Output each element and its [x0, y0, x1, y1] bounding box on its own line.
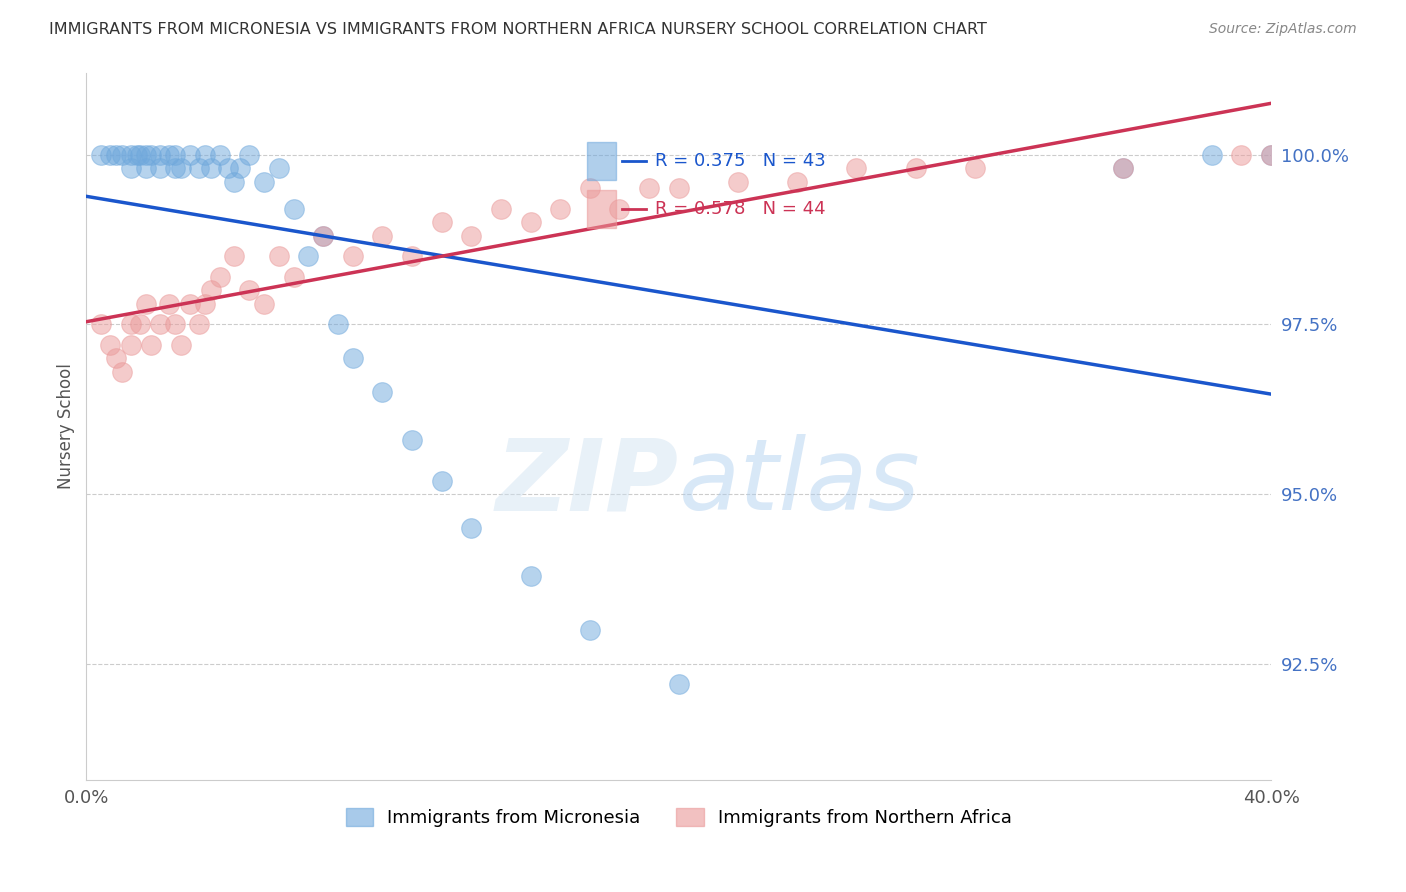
- Point: [98, 338, 121, 352]
- Point: [312, 229, 335, 244]
- Point: [165, 318, 187, 332]
- Y-axis label: Nursery School: Nursery School: [58, 363, 75, 489]
- Point: [1230, 147, 1253, 161]
- Point: [579, 181, 602, 195]
- Point: [165, 161, 187, 175]
- Point: [401, 249, 423, 263]
- Point: [224, 249, 246, 263]
- Point: [845, 161, 868, 175]
- Text: IMMIGRANTS FROM MICRONESIA VS IMMIGRANTS FROM NORTHERN AFRICA NURSERY SCHOOL COR: IMMIGRANTS FROM MICRONESIA VS IMMIGRANTS…: [49, 22, 987, 37]
- Point: [141, 338, 163, 352]
- Point: [120, 147, 142, 161]
- Point: [668, 677, 690, 691]
- Legend: Immigrants from Micronesia, Immigrants from Northern Africa: Immigrants from Micronesia, Immigrants f…: [339, 800, 1019, 834]
- Point: [430, 474, 453, 488]
- Point: [430, 215, 453, 229]
- Point: [125, 147, 148, 161]
- Point: [253, 175, 276, 189]
- Point: [548, 202, 571, 216]
- Point: [224, 175, 246, 189]
- Point: [638, 181, 661, 195]
- Point: [1112, 161, 1135, 175]
- Text: Source: ZipAtlas.com: Source: ZipAtlas.com: [1209, 22, 1357, 37]
- Point: [200, 161, 222, 175]
- Point: [157, 297, 180, 311]
- Point: [187, 161, 209, 175]
- Text: ZIP: ZIP: [496, 434, 679, 532]
- Point: [253, 297, 276, 311]
- Text: atlas: atlas: [679, 434, 921, 532]
- Point: [208, 269, 231, 284]
- Point: [1112, 161, 1135, 175]
- Point: [194, 147, 217, 161]
- Point: [579, 623, 602, 637]
- Point: [963, 161, 986, 175]
- Point: [104, 351, 127, 366]
- Point: [120, 161, 142, 175]
- Point: [165, 147, 187, 161]
- Point: [141, 147, 163, 161]
- Point: [90, 147, 112, 161]
- Point: [135, 161, 157, 175]
- Point: [489, 202, 512, 216]
- Point: [460, 521, 482, 535]
- Point: [283, 269, 305, 284]
- Point: [149, 318, 172, 332]
- Point: [371, 229, 394, 244]
- Point: [727, 175, 749, 189]
- Point: [312, 229, 335, 244]
- Point: [904, 161, 927, 175]
- Point: [98, 147, 121, 161]
- Point: [170, 338, 193, 352]
- Point: [1260, 147, 1282, 161]
- Point: [111, 147, 134, 161]
- Point: [519, 215, 541, 229]
- Point: [460, 229, 482, 244]
- Point: [120, 318, 142, 332]
- Point: [786, 175, 808, 189]
- Point: [135, 147, 157, 161]
- Point: [157, 147, 180, 161]
- Point: [342, 249, 364, 263]
- Point: [200, 284, 222, 298]
- Point: [238, 147, 260, 161]
- Point: [111, 365, 134, 379]
- Point: [208, 147, 231, 161]
- Point: [149, 147, 172, 161]
- Point: [194, 297, 217, 311]
- Point: [217, 161, 239, 175]
- Point: [187, 318, 209, 332]
- Point: [104, 147, 127, 161]
- Point: [120, 338, 142, 352]
- Point: [267, 161, 290, 175]
- Point: [326, 318, 349, 332]
- Point: [229, 161, 252, 175]
- Point: [401, 433, 423, 447]
- Point: [149, 161, 172, 175]
- Point: [609, 202, 631, 216]
- Point: [238, 284, 260, 298]
- Point: [297, 249, 319, 263]
- Point: [179, 297, 201, 311]
- Point: [179, 147, 201, 161]
- Point: [668, 181, 690, 195]
- Point: [170, 161, 193, 175]
- Point: [342, 351, 364, 366]
- Point: [1201, 147, 1223, 161]
- Point: [371, 385, 394, 400]
- Point: [283, 202, 305, 216]
- Point: [128, 318, 150, 332]
- Point: [135, 297, 157, 311]
- Point: [267, 249, 290, 263]
- Point: [128, 147, 150, 161]
- Point: [519, 568, 541, 582]
- Point: [90, 318, 112, 332]
- Point: [1260, 147, 1282, 161]
